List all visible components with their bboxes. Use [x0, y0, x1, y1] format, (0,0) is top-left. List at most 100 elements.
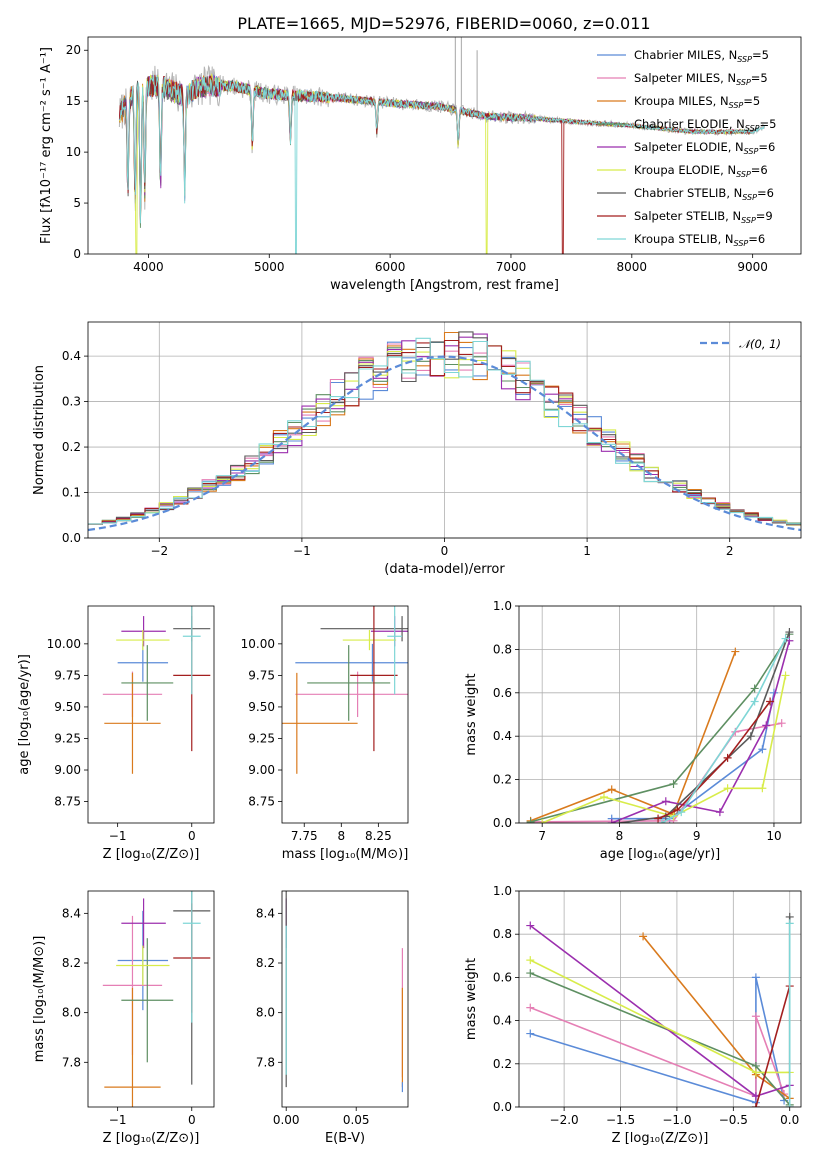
- spectrum-legend-label: Chabrier STELIB, NSSP=6: [634, 186, 774, 202]
- residuals-hist-kroupa-stelib: [88, 337, 801, 525]
- weight-age-series-salpeter-stelib-line: [657, 701, 771, 820]
- age-mass-errorbar-chabrier-miles: [295, 643, 408, 682]
- residuals-ytick-label: 0.1: [62, 486, 81, 500]
- age-mass-frame-group: mass [log₁₀(M/M⊙)]: [281, 605, 409, 862]
- weight-Z-frame-group: Z [log₁₀(Z/Z⊙)] mass weight: [464, 890, 802, 1146]
- weight-Z-series-kroupa-stelib-marker: [785, 1103, 794, 1107]
- age-mass-xtick-label: 7.75: [291, 829, 318, 843]
- weight-age-series-salpeter-stelib-marker: [766, 697, 775, 706]
- weight-Z-xtick-label: −1.0: [662, 1113, 691, 1127]
- spectrum-ytick-label: 20: [66, 43, 81, 57]
- weight-age-xlabel: age [log₁₀(age/yr)]: [600, 847, 721, 862]
- spectrum-xtick-label: 8000: [617, 260, 648, 274]
- weight-Z-ytick-label: 0.6: [493, 970, 512, 984]
- weight-age-series-kroupa-stelib-marker: [657, 819, 666, 823]
- mass-Z-ytick-label: 8.2: [62, 956, 81, 970]
- age-mass-errorbar-salpeter-miles: [295, 671, 408, 718]
- weight-Z-series-chabrier-elodie-line: [529, 972, 791, 1106]
- weight-Z-xtick-label: 0.0: [780, 1113, 799, 1127]
- weight-age-series-chabrier-stelib-marker: [746, 732, 755, 741]
- weight-age-series-chabrier-elodie-marker: [750, 684, 759, 693]
- spectrum-xtick-label: 5000: [254, 260, 285, 274]
- spectrum-legend-label: Salpeter ELODIE, NSSP=6: [634, 140, 775, 156]
- weight-age-xtick-label: 9: [693, 829, 701, 843]
- weight-age-series-kroupa-stelib-marker: [781, 634, 790, 643]
- weight-age-series-kroupa-elodie-marker: [538, 819, 547, 823]
- weight-Z-series-chabrier-elodie: [526, 969, 794, 1107]
- weight-Z-ytick-label: 1.0: [493, 884, 512, 898]
- weight-age-xtick-label: 8: [616, 829, 624, 843]
- residuals-gaussian-curve: [88, 355, 801, 532]
- weight-age-plot: [526, 628, 794, 823]
- age-Z-errorbar-kroupa-stelib: [182, 606, 201, 695]
- mass-Z-errorbar-salpeter-elodie: [121, 898, 166, 949]
- mass-EBV-ytick-label: 8.0: [256, 1006, 275, 1020]
- age-Z-axes: −1 0 8.75 9.00 9.25 9.50 9.75 10.00: [47, 637, 196, 843]
- age-Z-ylabel: age [log₁₀(age/yr)]: [17, 654, 32, 775]
- age-mass-errorbar-chabrier-elodie: [307, 645, 391, 721]
- mass-Z-xtick-label: −1: [109, 1113, 127, 1127]
- spectrum-xtick-label: 4000: [133, 260, 164, 274]
- mass-EBV-plot: [285, 891, 403, 1093]
- mass-EBV-frame-group: E(B-V): [281, 890, 409, 1146]
- spectrum-xlabel: wavelength [Angstrom, rest frame]: [330, 278, 559, 293]
- weight-Z-series-chabrier-miles-marker: [526, 1029, 535, 1038]
- age-mass-ytick-label: 10.00: [241, 637, 275, 651]
- spectrum-frame: [87, 36, 802, 255]
- residuals-ytick-label: 0.4: [62, 349, 81, 363]
- weight-Z-series-kroupa-elodie-marker: [751, 1068, 760, 1077]
- weight-age-ytick-label: 0.8: [493, 642, 512, 656]
- weight-age-frame: [518, 605, 802, 824]
- weight-age-series-kroupa-stelib-line: [661, 638, 787, 823]
- mass-EBV-ytick-label: 8.4: [256, 906, 275, 920]
- mass-Z-errorbar-kroupa-miles: [104, 987, 161, 1107]
- weight-age-series-salpeter-elodie-marker: [762, 721, 771, 730]
- weight-Z-series-salpeter-miles: [526, 1003, 789, 1101]
- weight-age-series-chabrier-miles-marker: [758, 745, 767, 754]
- weight-age-series-kroupa-elodie: [538, 671, 790, 823]
- weight-Z-series-salpeter-miles-marker: [526, 1003, 535, 1012]
- mass-EBV-xlabel: E(B-V): [325, 1131, 365, 1146]
- weight-age-ylabel: mass weight: [464, 673, 479, 755]
- weight-age-series-chabrier-elodie: [526, 630, 794, 823]
- age-Z-ytick-label: 9.75: [54, 668, 81, 682]
- spectrum-plot: [118, 37, 766, 254]
- age-mass-errorbar-kroupa-stelib: [387, 606, 403, 695]
- weight-age-series-kroupa-elodie-marker: [723, 784, 732, 793]
- age-mass-xtick-label: 8.25: [365, 829, 392, 843]
- weight-Z-series-chabrier-miles-line: [530, 977, 785, 1104]
- mass-Z-xlabel: Z [log₁₀(Z/Z⊙)]: [103, 1131, 200, 1146]
- spectrum-legend-label: Chabrier MILES, NSSP=5: [634, 48, 769, 64]
- spectrum-frame-group: wavelength [Angstrom, rest frame] Flux [f…: [39, 36, 802, 293]
- age-Z-xtick-label: −1: [109, 829, 127, 843]
- mass-Z-ytick-label: 8.0: [62, 1006, 81, 1020]
- weight-age-xtick-label: 10: [766, 829, 781, 843]
- residuals-xtick-label: 0: [441, 544, 449, 558]
- weight-age-series-kroupa-miles-marker: [731, 647, 740, 656]
- residuals-legend-label: 𝒩(0, 1): [739, 337, 781, 351]
- weight-Z-ytick-label: 0.2: [493, 1057, 512, 1071]
- weight-Z-series-chabrier-miles-marker: [751, 973, 760, 982]
- mass-Z-frame-group: Z [log₁₀(Z/Z⊙)] mass [log₁₀(M/M⊙)]: [32, 890, 215, 1146]
- age-Z-ytick-label: 10.00: [47, 637, 81, 651]
- residuals-xtick-label: −2: [150, 544, 168, 558]
- weight-age-series-chabrier-stelib-line: [619, 631, 791, 823]
- residuals-ylabel: Normed distribution: [32, 365, 47, 495]
- weight-age-series-chabrier-stelib-marker: [615, 819, 624, 823]
- age-mass-xlabel: mass [log₁₀(M/M⊙)]: [282, 847, 409, 862]
- weight-age-series-chabrier-stelib-marker: [785, 628, 794, 637]
- mass-EBV-xtick-label: 0.05: [343, 1113, 370, 1127]
- residuals-ytick-label: 0.0: [62, 531, 81, 545]
- mass-Z-ytick-label: 8.4: [62, 906, 81, 920]
- weight-Z-series-salpeter-elodie-marker: [526, 921, 535, 930]
- age-mass-errorbar-kroupa-miles: [282, 672, 358, 774]
- mass-EBV-ytick-label: 7.8: [256, 1055, 275, 1069]
- weight-Z-ytick-label: 0.4: [493, 1014, 512, 1028]
- age-mass-axes: 7.75 8 8.25 8.75 9.00 9.25 9.50 9.75 10.00: [241, 637, 392, 843]
- age-Z-ytick-label: 9.00: [54, 763, 81, 777]
- age-mass-ytick-label: 9.25: [248, 731, 275, 745]
- weight-age-ytick-label: 0.6: [493, 686, 512, 700]
- weight-Z-series-kroupa-elodie-marker: [526, 956, 535, 965]
- mass-EBV-frame: [281, 890, 409, 1108]
- spectrum-legend-label: Chabrier ELODIE, NSSP=5: [634, 117, 776, 133]
